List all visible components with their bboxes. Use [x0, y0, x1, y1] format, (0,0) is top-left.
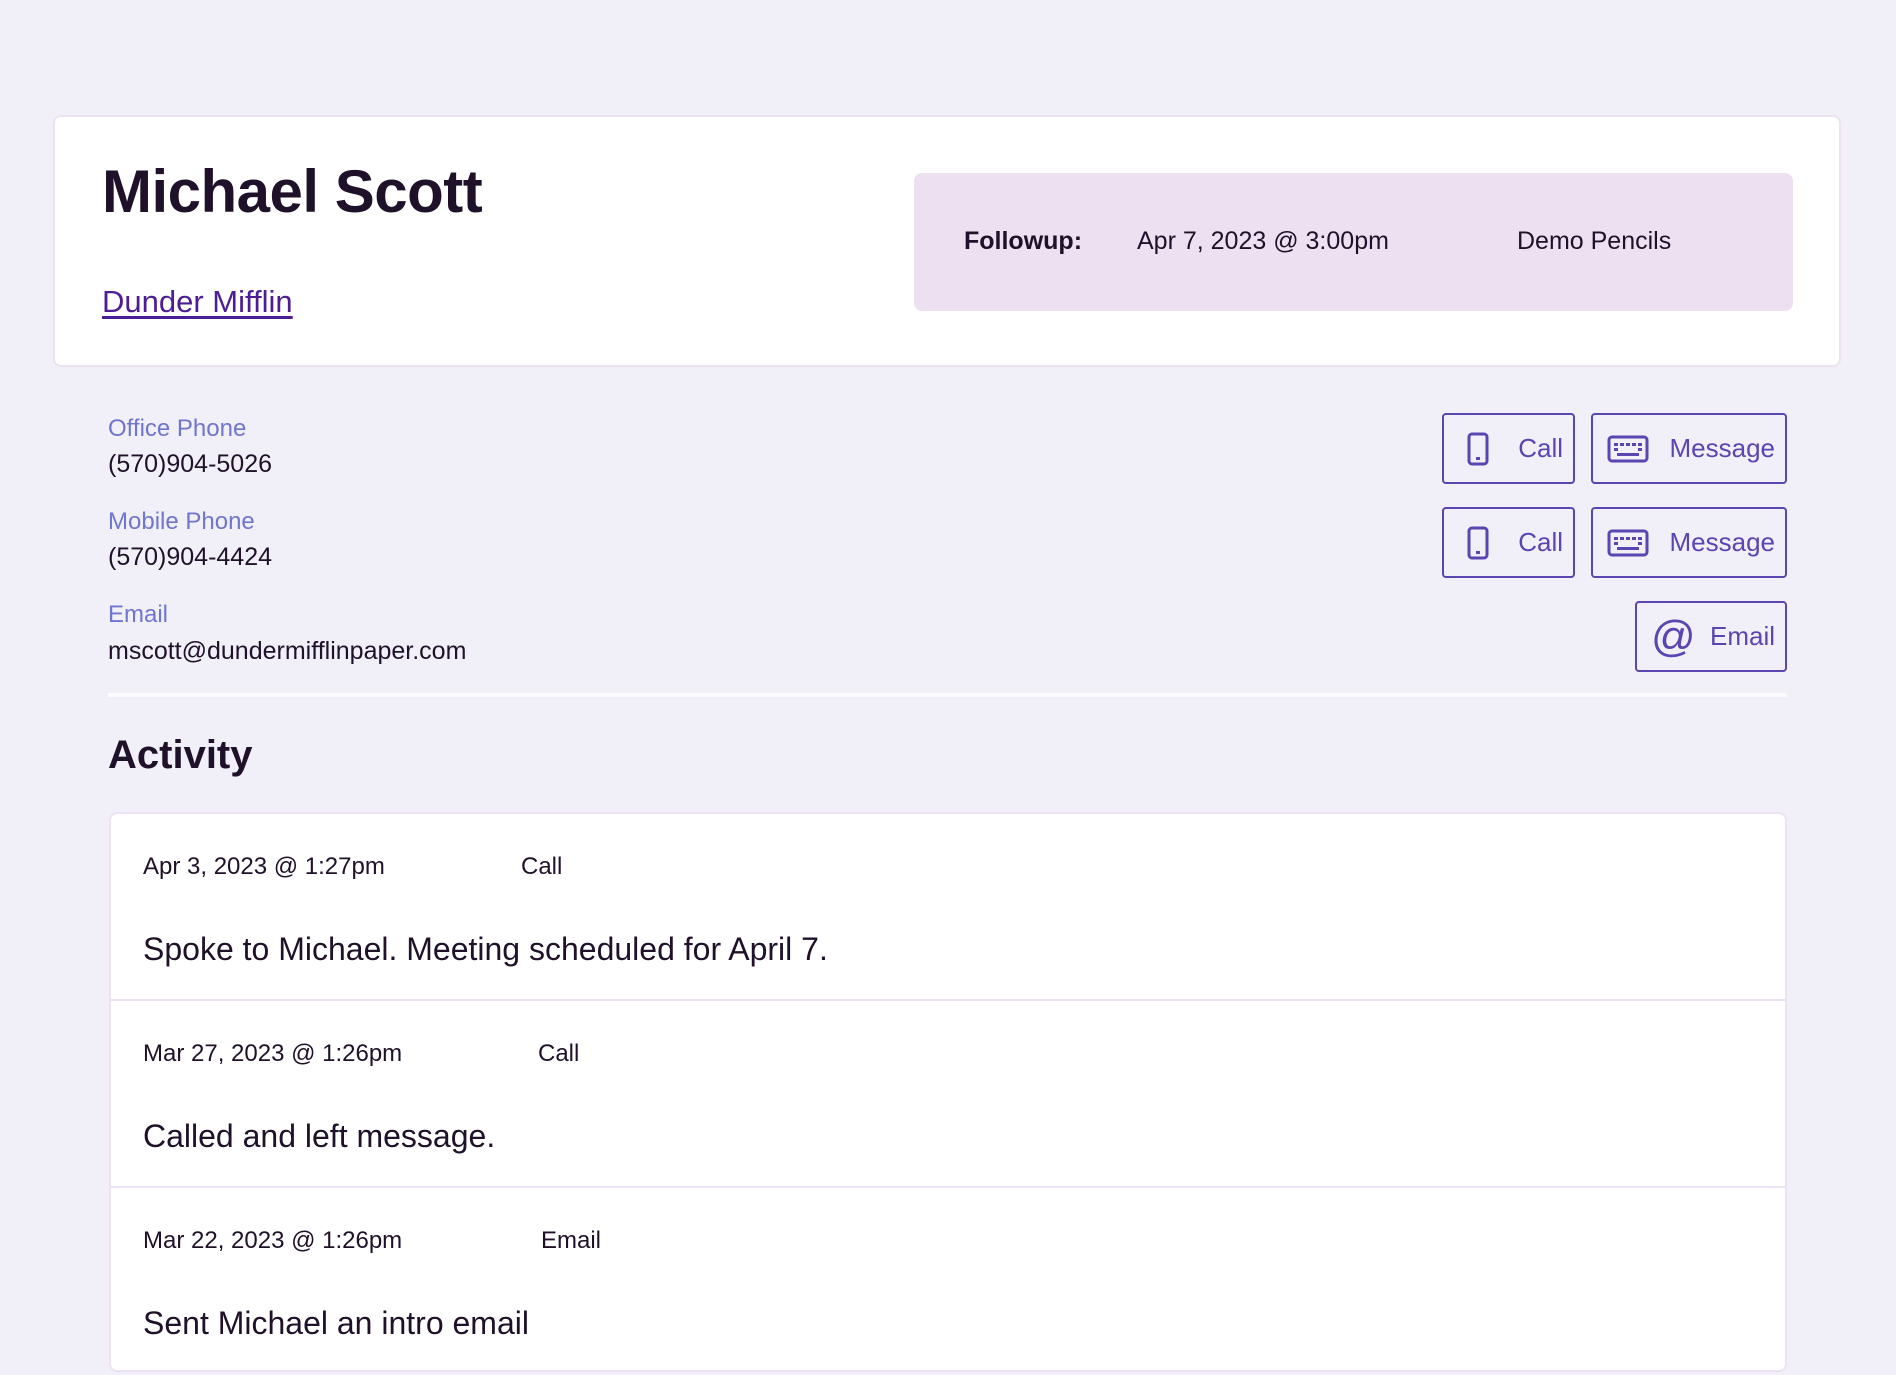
activity-type: Call: [521, 853, 563, 880]
activity-date: Apr 3, 2023 @ 1:27pm: [143, 853, 385, 880]
email-action-label: Email: [1709, 621, 1775, 651]
email-value: mscott@dundermifflinpaper.com: [108, 637, 467, 665]
phone-icon: [1467, 432, 1489, 465]
followup-subject: Demo Pencils: [1517, 227, 1672, 255]
mobile-phone-value: (570)904-4424: [108, 543, 273, 571]
followup-date: Apr 7, 2023 @ 3:00pm: [1137, 227, 1389, 255]
office-phone-value: (570)904-5026: [108, 450, 273, 478]
company-link[interactable]: Dunder Mifflin: [102, 284, 293, 319]
call-label: Call: [1518, 433, 1563, 463]
activity-type: Email: [541, 1227, 602, 1254]
activity-item: Apr 3, 2023 @ 1:27pm Call Spoke to Micha…: [111, 814, 1785, 1001]
activity-heading: Activity: [108, 733, 253, 777]
section-divider: [108, 693, 1787, 697]
contact-name: Michael Scott: [102, 158, 483, 225]
activity-date: Mar 22, 2023 @ 1:26pm: [143, 1227, 403, 1254]
keyboard-icon: [1607, 435, 1649, 462]
send-email-button[interactable]: @ Email: [1635, 601, 1787, 672]
activity-note: Sent Michael an intro email: [143, 1305, 529, 1341]
activity-date: Mar 27, 2023 @ 1:26pm: [143, 1040, 403, 1067]
mobile-call-button[interactable]: Call: [1442, 507, 1575, 578]
at-sign-icon: @: [1651, 611, 1696, 661]
office-message-button[interactable]: Message: [1591, 413, 1787, 484]
message-label: Message: [1669, 433, 1776, 463]
activity-list: Apr 3, 2023 @ 1:27pm Call Spoke to Micha…: [109, 812, 1787, 1372]
mobile-phone-label: Mobile Phone: [108, 508, 255, 535]
office-call-button[interactable]: Call: [1442, 413, 1575, 484]
phone-icon: [1467, 526, 1489, 559]
activity-type: Call: [538, 1040, 580, 1067]
activity-note: Spoke to Michael. Meeting scheduled for …: [143, 931, 828, 967]
activity-item: Mar 27, 2023 @ 1:26pm Call Called and le…: [111, 1001, 1785, 1188]
followup-label: Followup:: [964, 227, 1083, 255]
keyboard-icon: [1607, 529, 1649, 556]
mobile-message-button[interactable]: Message: [1591, 507, 1787, 578]
followup-panel: [914, 173, 1793, 311]
email-label: Email: [108, 601, 169, 628]
message-label: Message: [1669, 527, 1776, 557]
activity-item: Mar 22, 2023 @ 1:26pm Email Sent Michael…: [111, 1188, 1785, 1375]
activity-note: Called and left message.: [143, 1118, 496, 1154]
office-phone-label: Office Phone: [108, 415, 247, 442]
call-label: Call: [1518, 527, 1563, 557]
